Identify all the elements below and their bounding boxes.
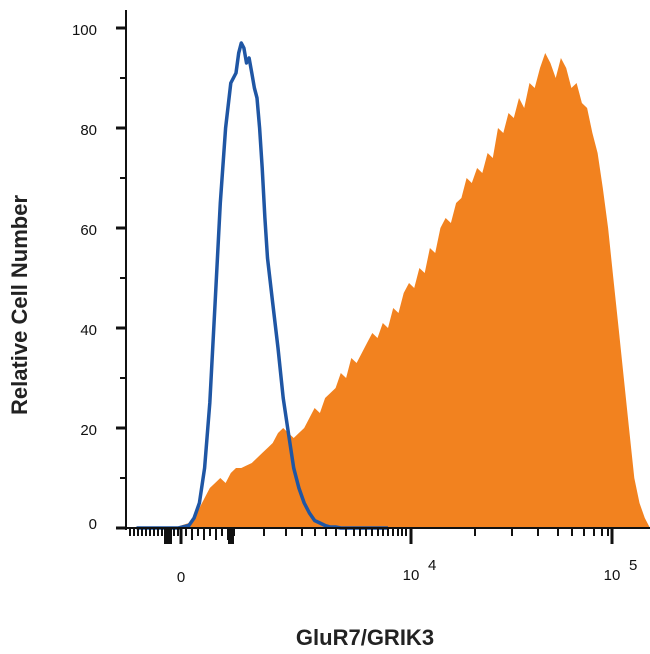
y-tick-label: 40 <box>80 322 97 339</box>
y-tick-label: 60 <box>80 222 97 239</box>
axes: 0 20 40 60 80 100 0 10 4 10 5 <box>72 10 650 586</box>
y-tick-label: 0 <box>89 516 97 533</box>
x-tick-label: 10 <box>403 567 420 584</box>
series-filled-histogram <box>152 53 650 528</box>
x-tick-label: 0 <box>177 569 185 586</box>
x-tick-label: 10 <box>604 567 621 584</box>
y-axis-title: Relative Cell Number <box>7 195 32 416</box>
x-axis-title: GluR7/GRIK3 <box>296 625 434 650</box>
x-tick-label-exponent: 4 <box>428 557 436 574</box>
y-tick-label: 100 <box>72 22 97 39</box>
x-tick-label-exponent: 5 <box>629 557 637 574</box>
x-tick-cluster <box>228 528 234 544</box>
y-tick-label: 20 <box>80 422 97 439</box>
y-tick-label: 80 <box>80 122 97 139</box>
x-tick-cluster <box>164 528 172 544</box>
series-outline-histogram <box>136 41 388 530</box>
